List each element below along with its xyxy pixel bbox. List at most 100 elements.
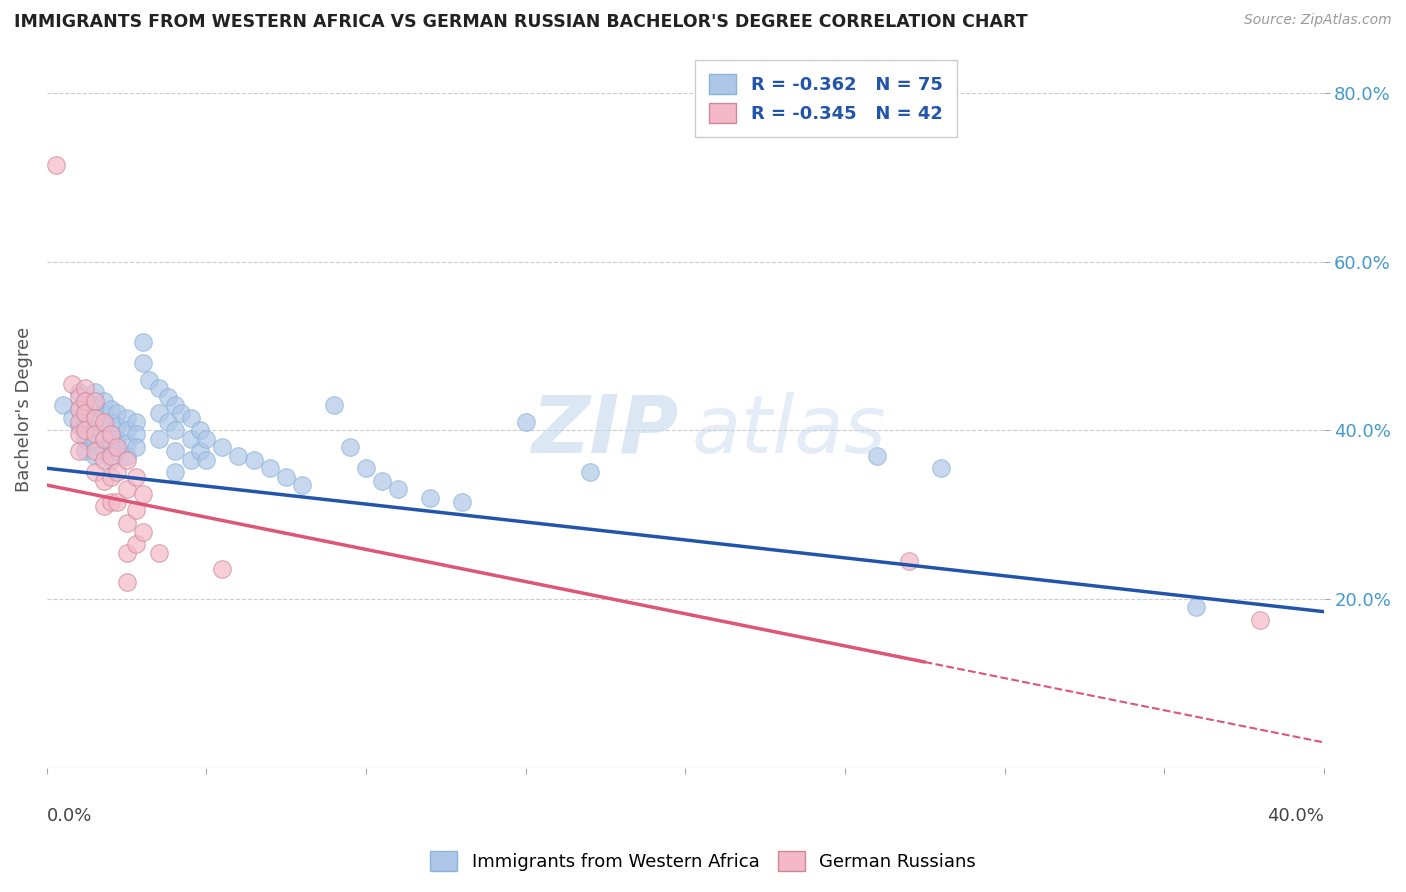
Point [157, 415, 180, 429]
Text: Source: ZipAtlas.com: Source: ZipAtlas.com [1244, 13, 1392, 28]
Point [125, 440, 148, 454]
Point [180, 432, 202, 446]
Point [75, 432, 97, 446]
Point [75, 393, 97, 408]
Point [148, 546, 170, 560]
Point [259, 461, 281, 475]
Point [75, 419, 97, 434]
Point [67, 419, 90, 434]
Point [188, 444, 211, 458]
Point [157, 390, 180, 404]
Point [93, 499, 115, 513]
Point [83, 466, 105, 480]
Point [163, 444, 186, 458]
Point [67, 444, 90, 458]
Text: atlas: atlas [692, 392, 886, 470]
Point [93, 415, 115, 429]
Point [125, 537, 148, 551]
Point [115, 546, 138, 560]
Point [62, 376, 84, 391]
Point [131, 524, 153, 539]
Point [100, 427, 122, 442]
Point [897, 554, 920, 568]
Point [100, 440, 122, 454]
Point [243, 452, 266, 467]
Point [138, 373, 160, 387]
Point [387, 483, 409, 497]
Legend: R = -0.362   N = 75, R = -0.345   N = 42: R = -0.362 N = 75, R = -0.345 N = 42 [695, 60, 957, 137]
Point [148, 381, 170, 395]
Point [93, 432, 115, 446]
Point [105, 419, 128, 434]
Point [45, 157, 67, 171]
Point [100, 415, 122, 429]
Point [115, 516, 138, 530]
Point [93, 452, 115, 467]
Point [163, 423, 186, 437]
Point [93, 444, 115, 458]
Point [515, 415, 537, 429]
Point [100, 495, 122, 509]
Point [67, 427, 90, 442]
Point [339, 440, 361, 454]
Point [83, 393, 105, 408]
Point [93, 406, 115, 420]
Point [131, 356, 153, 370]
Point [276, 469, 298, 483]
Point [115, 436, 138, 450]
Point [125, 503, 148, 517]
Point [578, 466, 600, 480]
Point [354, 461, 377, 475]
Point [125, 415, 148, 429]
Point [1185, 600, 1208, 615]
Point [100, 427, 122, 442]
Point [419, 491, 441, 505]
Point [131, 334, 153, 349]
Point [163, 398, 186, 412]
Point [67, 390, 90, 404]
Text: ZIP: ZIP [531, 392, 679, 470]
Point [83, 449, 105, 463]
Point [100, 452, 122, 467]
Point [93, 474, 115, 488]
Point [67, 385, 90, 400]
Point [105, 440, 128, 454]
Text: 0.0%: 0.0% [46, 807, 93, 825]
Point [93, 432, 115, 446]
Point [75, 406, 97, 420]
Point [188, 423, 211, 437]
Point [67, 402, 90, 417]
Point [83, 398, 105, 412]
Point [115, 452, 138, 467]
Y-axis label: Bachelor's Degree: Bachelor's Degree [15, 326, 32, 491]
Point [75, 381, 97, 395]
Point [211, 440, 233, 454]
Legend: Immigrants from Western Africa, German Russians: Immigrants from Western Africa, German R… [423, 844, 983, 879]
Point [105, 432, 128, 446]
Point [115, 449, 138, 463]
Point [148, 406, 170, 420]
Point [211, 562, 233, 576]
Point [291, 478, 314, 492]
Point [1249, 613, 1271, 627]
Point [100, 402, 122, 417]
Point [93, 393, 115, 408]
Point [163, 466, 186, 480]
Point [75, 393, 97, 408]
Point [323, 398, 346, 412]
Point [67, 402, 90, 417]
Point [115, 575, 138, 590]
Point [83, 385, 105, 400]
Point [371, 474, 394, 488]
Point [105, 444, 128, 458]
Point [929, 461, 952, 475]
Point [195, 432, 218, 446]
Point [93, 419, 115, 434]
Point [52, 398, 75, 412]
Point [148, 432, 170, 446]
Point [170, 406, 193, 420]
Point [75, 406, 97, 420]
Text: IMMIGRANTS FROM WESTERN AFRICA VS GERMAN RUSSIAN BACHELOR'S DEGREE CORRELATION C: IMMIGRANTS FROM WESTERN AFRICA VS GERMAN… [14, 13, 1028, 31]
Point [105, 466, 128, 480]
Point [75, 423, 97, 437]
